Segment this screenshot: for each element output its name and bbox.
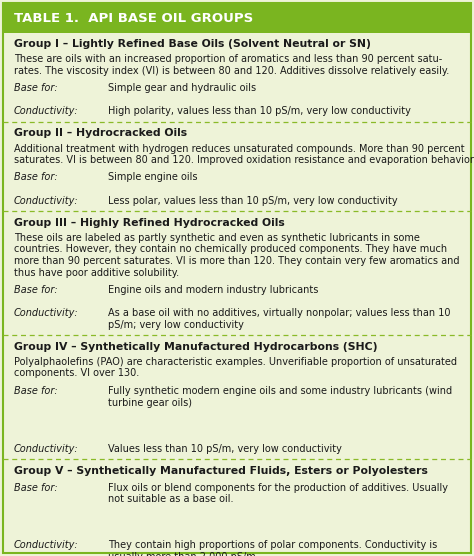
Text: Base for:: Base for:: [14, 386, 58, 396]
Text: Simple gear and hydraulic oils: Simple gear and hydraulic oils: [108, 83, 256, 93]
Text: As a base oil with no additives, virtually nonpolar; values less than 10: As a base oil with no additives, virtual…: [108, 308, 450, 318]
Text: Base for:: Base for:: [14, 483, 58, 493]
Text: High polarity, values less than 10 pS/m, very low conductivity: High polarity, values less than 10 pS/m,…: [108, 106, 411, 116]
Text: Values less than 10 pS/m, very low conductivity: Values less than 10 pS/m, very low condu…: [108, 444, 342, 454]
Text: Group V – Synthetically Manufactured Fluids, Esters or Polyolesters: Group V – Synthetically Manufactured Flu…: [14, 466, 428, 476]
Text: Conductivity:: Conductivity:: [14, 308, 79, 318]
Text: Conductivity:: Conductivity:: [14, 540, 79, 550]
Text: Flux oils or blend components for the production of additives. Usually: Flux oils or blend components for the pr…: [108, 483, 448, 493]
Text: turbine gear oils): turbine gear oils): [108, 398, 192, 408]
Text: These oils are labeled as partly synthetic and even as synthetic lubricants in s: These oils are labeled as partly synthet…: [14, 233, 420, 243]
Text: countries. However, they contain no chemically produced components. They have mu: countries. However, they contain no chem…: [14, 245, 447, 255]
Text: Less polar, values less than 10 pS/m, very low conductivity: Less polar, values less than 10 pS/m, ve…: [108, 196, 398, 206]
Text: Additional treatment with hydrogen reduces unsaturated compounds. More than 90 p: Additional treatment with hydrogen reduc…: [14, 143, 465, 153]
Text: Group III – Highly Refined Hydrocracked Oils: Group III – Highly Refined Hydrocracked …: [14, 218, 285, 228]
Text: thus have poor additive solubility.: thus have poor additive solubility.: [14, 267, 179, 277]
Text: Group IV – Synthetically Manufactured Hydrocarbons (SHC): Group IV – Synthetically Manufactured Hy…: [14, 342, 377, 352]
Text: Group II – Hydrocracked Oils: Group II – Hydrocracked Oils: [14, 128, 187, 138]
Text: more than 90 percent saturates. VI is more than 120. They contain very few aroma: more than 90 percent saturates. VI is mo…: [14, 256, 459, 266]
Text: usually more than 2,000 pS/m.: usually more than 2,000 pS/m.: [108, 552, 259, 556]
Text: Base for:: Base for:: [14, 285, 58, 295]
Text: Conductivity:: Conductivity:: [14, 106, 79, 116]
Text: Conductivity:: Conductivity:: [14, 444, 79, 454]
Text: rates. The viscosity index (VI) is between 80 and 120. Additives dissolve relati: rates. The viscosity index (VI) is betwe…: [14, 66, 449, 76]
Text: Conductivity:: Conductivity:: [14, 196, 79, 206]
Text: not suitable as a base oil.: not suitable as a base oil.: [108, 494, 234, 504]
Text: Fully synthetic modern engine oils and some industry lubricants (wind: Fully synthetic modern engine oils and s…: [108, 386, 452, 396]
Text: These are oils with an increased proportion of aromatics and less than 90 percen: These are oils with an increased proport…: [14, 54, 442, 64]
Text: pS/m; very low conductivity: pS/m; very low conductivity: [108, 320, 244, 330]
Text: Simple engine oils: Simple engine oils: [108, 172, 198, 182]
Text: Engine oils and modern industry lubricants: Engine oils and modern industry lubrican…: [108, 285, 319, 295]
Text: Polyalphaolefins (PAO) are characteristic examples. Unverifiable proportion of u: Polyalphaolefins (PAO) are characteristi…: [14, 357, 457, 367]
Text: saturates. VI is between 80 and 120. Improved oxidation resistance and evaporati: saturates. VI is between 80 and 120. Imp…: [14, 155, 474, 165]
Text: Base for:: Base for:: [14, 172, 58, 182]
Text: They contain high proportions of polar components. Conductivity is: They contain high proportions of polar c…: [108, 540, 437, 550]
Text: TABLE 1.  API BASE OIL GROUPS: TABLE 1. API BASE OIL GROUPS: [14, 12, 253, 24]
Text: components. VI over 130.: components. VI over 130.: [14, 369, 139, 379]
Text: Group I – Lightly Refined Base Oils (Solvent Neutral or SN): Group I – Lightly Refined Base Oils (Sol…: [14, 39, 371, 49]
Bar: [3, 3, 471, 33]
Text: Base for:: Base for:: [14, 83, 58, 93]
